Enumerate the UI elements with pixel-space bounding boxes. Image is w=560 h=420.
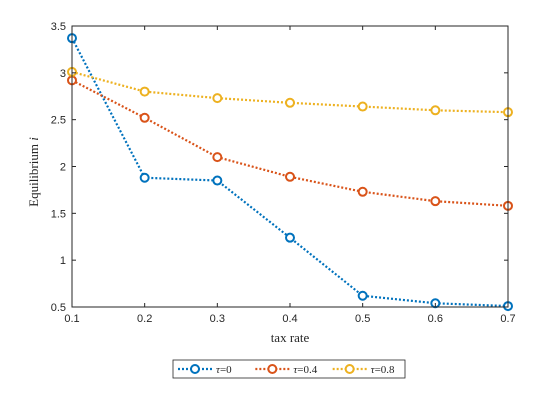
axes: 0.1 0.2 0.3 0.4 0.5 0.6 0.7 0.5 1 1.5 2 2.5 3 3.5 — [51, 21, 516, 325]
x-tick-label: 0.4 — [282, 313, 297, 325]
data-point — [139, 86, 150, 97]
legend-label-symbol: τ — [216, 364, 221, 376]
data-point — [357, 290, 368, 301]
y-tick-label: 2 — [60, 162, 66, 174]
y-axis-label-text: Equilibrium — [26, 141, 41, 207]
y-axis-label: Equilibrium i — [26, 137, 41, 207]
data-point — [285, 171, 295, 182]
legend-label-symbol: τ — [293, 364, 298, 376]
data-point — [212, 175, 223, 186]
y-tick-label: 1.5 — [51, 208, 66, 220]
legend-label: τ=0.4 — [293, 364, 317, 376]
legend-marker — [344, 364, 355, 374]
y-tick-label: 2.5 — [51, 115, 66, 127]
legend-entry: τ=0 — [178, 364, 232, 376]
y-tick-label: 1 — [60, 255, 66, 267]
x-tick-label: 0.1 — [64, 313, 79, 325]
data-point — [139, 172, 150, 183]
legend-label: τ=0.8 — [371, 364, 395, 376]
x-tick-label: 0.3 — [210, 313, 225, 325]
data-point — [285, 232, 295, 243]
legend-entry: τ=0.8 — [332, 364, 395, 376]
y-tick-label: 3 — [60, 68, 66, 80]
legend-label-symbol: τ — [371, 364, 376, 376]
legend: τ=0 τ=0.4 τ=0.8 — [172, 359, 406, 379]
legend-marker — [267, 364, 278, 374]
data-point — [212, 93, 223, 104]
data-point — [357, 101, 368, 112]
legend-marker — [190, 364, 200, 374]
legend-label: τ=0 — [216, 364, 232, 376]
data-point — [430, 196, 441, 207]
x-tick-label: 0.2 — [137, 313, 152, 325]
legend-label-value: =0.4 — [297, 364, 317, 376]
data-point — [430, 105, 441, 116]
x-tick-label: 0.7 — [500, 313, 515, 325]
legend-entry: τ=0.4 — [255, 364, 318, 376]
x-axis-label: tax rate — [271, 330, 310, 345]
y-axis-label-symbol: i — [26, 137, 41, 141]
legend-label-value: =0.8 — [375, 364, 395, 376]
y-tick-label: 3.5 — [51, 21, 66, 33]
data-point — [212, 152, 223, 163]
data-point — [357, 186, 368, 197]
data-point — [139, 112, 150, 123]
legend-label-value: =0 — [220, 364, 232, 376]
y-tick-label: 0.5 — [51, 302, 66, 314]
x-tick-label: 0.5 — [355, 313, 370, 325]
x-tick-label: 0.6 — [428, 313, 443, 325]
data-point — [285, 97, 295, 108]
